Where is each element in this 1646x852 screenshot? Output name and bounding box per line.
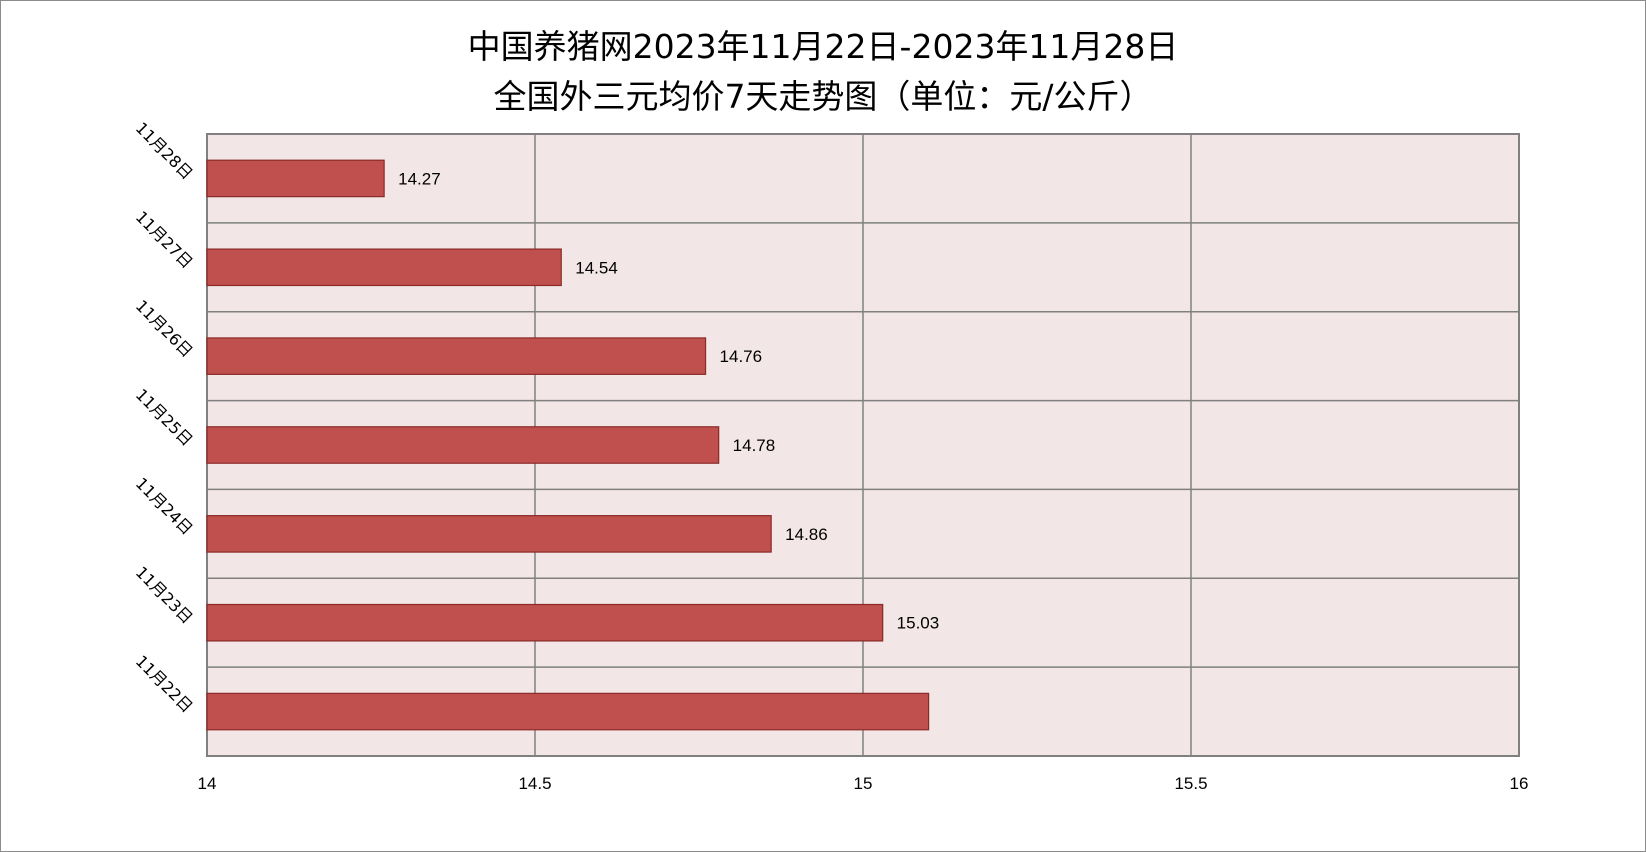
chart-title-block: 中国养猪网2023年11月22日-2023年11月28日 全国外三元均价7天走势…	[0, 22, 1646, 122]
bar	[206, 248, 562, 287]
data-label: 14.27	[398, 169, 441, 188]
chart-subtitle: 全国外三元均价7天走势图（单位：元/公斤）	[493, 77, 1153, 116]
data-label: 14.86	[785, 525, 828, 544]
bar	[206, 337, 707, 375]
data-label: 15.03	[897, 614, 940, 633]
chart-title: 中国养猪网2023年11月22日-2023年11月28日	[467, 27, 1179, 66]
x-tick-label: 14	[198, 774, 217, 793]
category-label: 11月22日	[132, 652, 197, 717]
category-label: 11月23日	[132, 563, 197, 628]
bar	[206, 692, 930, 731]
category-label: 11月27日	[132, 207, 197, 272]
x-tick-label: 14.5	[518, 774, 551, 793]
bar	[206, 603, 884, 642]
x-tick-label: 16	[1510, 774, 1529, 793]
data-label: 14.76	[720, 347, 763, 366]
category-label: 11月26日	[132, 296, 197, 361]
category-label: 11月24日	[132, 474, 197, 539]
bar	[206, 426, 720, 464]
x-tick-label: 15.5	[1174, 774, 1207, 793]
category-label: 11月28日	[132, 118, 197, 183]
category-label: 11月25日	[132, 385, 197, 450]
x-tick-label: 15	[854, 774, 873, 793]
bar	[206, 515, 772, 553]
data-label: 14.54	[575, 258, 618, 277]
bar	[206, 159, 385, 198]
data-label: 14.78	[733, 436, 776, 455]
